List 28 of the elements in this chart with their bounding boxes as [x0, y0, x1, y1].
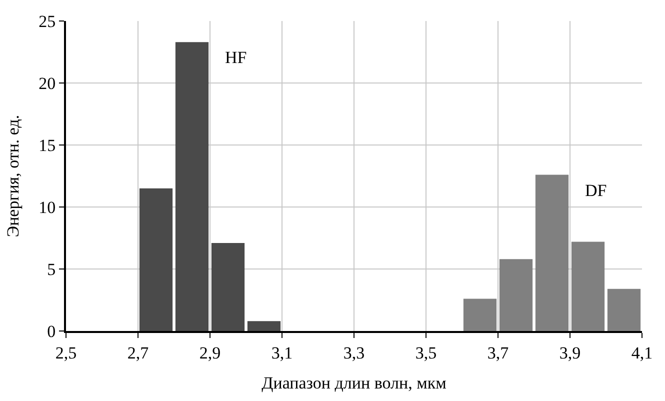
y-tick-label: 5 — [47, 260, 56, 279]
y-tick-label: 15 — [38, 136, 56, 155]
y-tick-label: 0 — [47, 322, 56, 341]
x-tick-label: 2,7 — [127, 343, 150, 362]
series-label: DF — [585, 181, 607, 200]
bar — [247, 321, 281, 331]
y-tick-label: 10 — [38, 198, 56, 217]
x-tick-label: 3,1 — [271, 343, 293, 362]
bar — [535, 174, 569, 331]
x-axis-title: Диапазон длин волн, мкм — [262, 373, 447, 392]
x-tick-label: 3,7 — [487, 343, 510, 362]
x-tick-label: 4,1 — [631, 343, 653, 362]
bar — [571, 242, 605, 331]
y-tick-label: 20 — [38, 74, 56, 93]
bar — [463, 298, 497, 331]
bar — [499, 259, 533, 331]
x-tick-label: 3,3 — [343, 343, 365, 362]
x-tick-label: 2,9 — [199, 343, 221, 362]
bar — [211, 242, 245, 331]
x-tick-label: 3,9 — [559, 343, 581, 362]
x-tick-label: 2,5 — [55, 343, 77, 362]
bar — [139, 188, 173, 331]
y-axis-title: Энергия, отн. ед. — [4, 114, 23, 238]
bar — [607, 288, 641, 331]
y-tick-label: 25 — [38, 12, 56, 31]
series-label: HF — [225, 48, 247, 67]
bar — [175, 42, 209, 331]
x-tick-label: 3,5 — [415, 343, 437, 362]
